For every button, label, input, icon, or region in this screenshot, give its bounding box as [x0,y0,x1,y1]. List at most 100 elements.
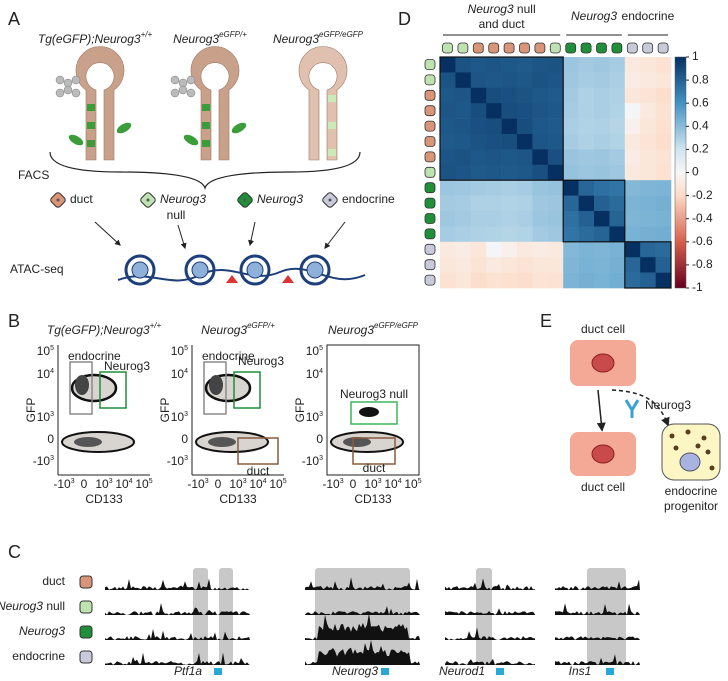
heatmap-cell [547,211,564,227]
nucleosome [299,254,331,286]
population-label: duct [70,192,93,206]
heatmap-cell [455,195,472,212]
crypt [75,46,125,161]
track-icon [79,625,93,639]
endocrine-cell [186,88,196,98]
block-outline [562,179,626,243]
heatmap-cell [532,72,549,89]
heatmap-cell [624,211,641,227]
text-part: Neurog3 [273,32,319,46]
heatmap-cell [563,87,579,104]
heatmap-cell [578,87,595,104]
heatmap-cell [547,272,564,289]
heatmap-cell [624,87,641,104]
cell-label: duct cell [581,322,625,336]
cell-label: progenitor [664,499,718,513]
text-part: +/+ [141,30,153,39]
plot-title: Tg(eGFP);Neurog3+/+ [47,321,162,337]
heatmap-cell [655,134,672,150]
track-icon [79,600,93,614]
gate [352,437,396,465]
x-axis-label: CD133 [85,492,123,506]
text-part: eGFP/eGFP [374,321,419,330]
nucleosome-inner [191,261,209,279]
plot-frame [58,345,150,475]
text-part: -10 [187,477,205,491]
arrow [177,224,187,250]
sample-icon [442,42,453,54]
gate [203,361,227,415]
signal-track [305,577,420,590]
heatmap-cell [470,164,487,181]
cell-label: duct cell [581,480,625,494]
heatmap-cell [655,103,672,119]
gfp-cell [328,95,336,102]
factor-icon [624,399,640,418]
heatmap-cell [609,226,626,243]
gate-label: endocrine [68,349,121,363]
gate [350,401,398,425]
sample-icon [424,243,436,255]
signal-track [555,636,640,640]
sample-icon [488,42,500,54]
y-axis-label: GFP [24,398,38,423]
heatmap-cell [532,149,549,166]
heatmap-cell [517,226,533,243]
heatmap-cell [455,226,472,243]
y-tick-label: 104 [37,367,54,381]
heatmap-cell [440,164,456,181]
text-part: 0 [47,432,54,446]
sample-icon [457,42,469,54]
arrow [596,389,606,432]
heatmap-cell [501,87,518,104]
text-part: eGFP/+ [247,321,275,330]
heatmap-cell [501,226,518,243]
nucleosome-inner [131,261,149,279]
sample-icon [424,228,436,240]
sample-icon [642,42,654,54]
heatmap-cell [440,180,456,196]
gfp-cell [328,149,336,156]
plot-title: Neurog3eGFP/+ [201,321,275,337]
x-tick-label: 0 [81,477,88,491]
text-part: 3 [50,411,54,418]
colorbar-tick-label: -0.2 [692,188,713,202]
heatmap-cell [440,272,456,289]
heatmap-cell [624,180,641,196]
text-part: 3 [184,455,188,462]
heatmap-cell [501,134,518,150]
heatmap-cell [517,241,533,258]
text-part: -10 [33,454,51,468]
sample-icon [534,42,546,54]
nucleosome [124,254,156,286]
y-tick-label: 0 [47,432,54,446]
text-part: Neurog3 [328,323,374,337]
sample-icon [424,105,436,117]
x-tick-label: 0 [350,477,357,491]
text-part: 3 [319,455,323,462]
heatmap-cell [594,257,610,273]
text-part: 4 [50,368,54,375]
y-tick-label: 103 [306,410,323,424]
heatmap-cell [609,87,626,104]
text-part: 5 [50,345,54,352]
heatmap-cell [470,87,487,104]
leaf [68,134,84,146]
heatmap-cell [470,149,487,166]
text-part: 3 [378,478,382,485]
text-part: 5 [149,478,153,485]
heatmap-cell [563,226,579,243]
gate [99,371,127,409]
y-tick-label: 0 [181,432,188,446]
highlight [193,568,208,664]
heatmap-cell [594,211,610,227]
heatmap-cell [532,211,549,227]
sample-icon [424,259,436,271]
arrow [324,221,346,249]
heatmap-cell [594,241,610,258]
gene-label: Neurog3 [332,664,378,678]
heatmap-cell [440,103,456,119]
density-core [343,437,371,447]
colorbar-tick-label: 0 [692,165,699,179]
gate-label: duct [247,464,270,478]
